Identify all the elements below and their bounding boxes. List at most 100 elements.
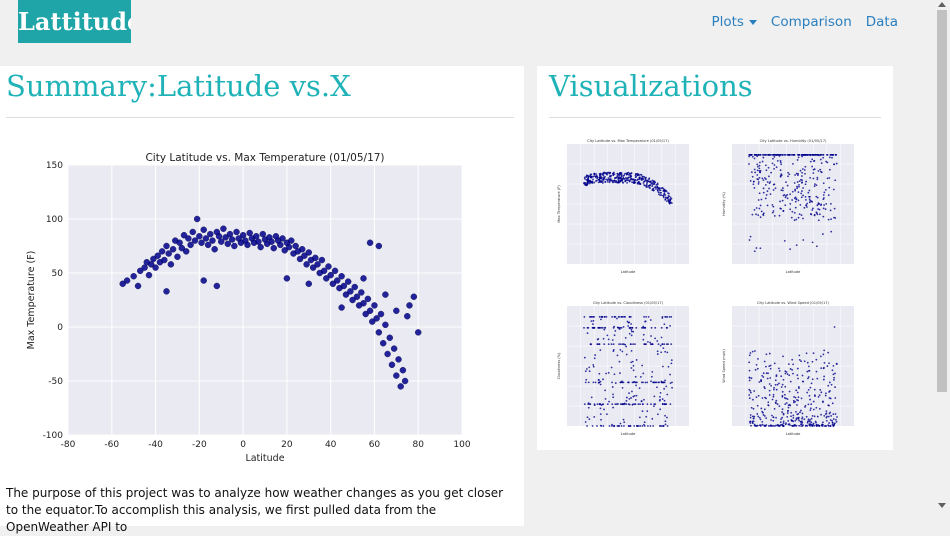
thumb-point [663, 343, 666, 346]
data-point [375, 242, 383, 250]
thumb-point [773, 386, 775, 389]
thumb-point [753, 157, 756, 160]
thumb-point [795, 218, 798, 221]
thumb-point [777, 154, 779, 156]
thumb-point [649, 341, 652, 344]
thumb-point [758, 192, 761, 195]
thumb-point [656, 413, 659, 416]
data-point [191, 237, 199, 244]
thumb-point [597, 379, 600, 381]
data-point [344, 278, 352, 285]
thumb-point [670, 362, 673, 365]
data-point [204, 241, 212, 249]
thumb-point [765, 424, 768, 426]
thumb-point [635, 394, 638, 397]
thumb-point [822, 400, 824, 403]
thumb-point [632, 330, 635, 333]
data-point [390, 345, 398, 352]
thumb-point [658, 189, 661, 192]
thumb-point [664, 403, 666, 406]
nav-data-link[interactable]: Data [865, 14, 898, 30]
vertical-scrollbar[interactable] [934, 0, 950, 511]
thumb-point [628, 332, 631, 335]
thumb-point [753, 423, 756, 426]
thumb-point [787, 406, 790, 409]
thumb-point [662, 425, 665, 427]
y-tick-label: -50 [48, 377, 63, 387]
brand-logo[interactable]: Lattitude [18, 0, 131, 43]
scroll-down-icon[interactable] [938, 503, 946, 508]
thumb-point [835, 420, 838, 423]
thumb-point [612, 343, 615, 346]
nav-plots-dropdown[interactable]: Plots [711, 14, 757, 30]
thumbnail-windspeed[interactable]: City Latitude vs. Wind Speed (01/05/17) L… [720, 298, 860, 440]
thumb-point [774, 154, 777, 156]
thumb-point [807, 388, 810, 391]
thumb-point [757, 165, 759, 168]
x-tick-label: -80 [61, 440, 76, 450]
thumb-point [789, 248, 792, 250]
thumb-point [660, 326, 663, 329]
thumb-point [594, 175, 597, 178]
thumb-point [796, 399, 798, 401]
scroll-up-icon[interactable] [938, 2, 946, 7]
thumb-point [761, 374, 764, 377]
thumb-point [661, 317, 664, 319]
thumb-point [773, 164, 776, 166]
thumb-point [621, 178, 624, 180]
thumb-point [663, 387, 666, 390]
thumb-point [796, 185, 799, 188]
thumb-point [827, 415, 830, 418]
thumb-point [824, 413, 827, 416]
thumb-point [816, 377, 819, 380]
thumb-point [626, 320, 629, 323]
data-point [358, 289, 365, 296]
thumb-point [590, 343, 592, 346]
thumb-point [813, 154, 816, 156]
thumb-point [809, 160, 812, 163]
thumb-point [638, 174, 641, 177]
thumb-point [661, 343, 664, 346]
thumb-point [795, 410, 797, 413]
thumb-point [668, 200, 671, 203]
chart-title: City Latitude vs. Max Temperature (01/05… [145, 152, 384, 164]
data-point [222, 234, 229, 241]
data-point [200, 277, 207, 284]
data-point [163, 242, 170, 250]
nav-comparison-link[interactable]: Comparison [770, 14, 852, 30]
thumb-point [826, 177, 829, 180]
thumb-point [664, 420, 667, 423]
thumb-point [794, 196, 797, 199]
thumb-point [772, 395, 775, 398]
thumbnail-temperature[interactable]: City Latitude vs. Max Temperature (01/05… [555, 136, 695, 278]
thumb-point [778, 382, 780, 385]
thumb-point [773, 167, 775, 170]
thumb-point [787, 404, 790, 407]
thumbnail-cloudiness[interactable]: City Latitude vs. Cloudiness (01/05/17) L… [555, 298, 695, 440]
thumb-point [781, 425, 784, 427]
thumb-y-label: Humidity (%) [722, 192, 726, 216]
thumb-point [766, 190, 769, 193]
thumb-point [760, 198, 763, 201]
data-point [213, 282, 221, 290]
thumb-point [771, 203, 774, 206]
thumb-point [662, 194, 665, 197]
thumb-point [659, 344, 662, 347]
thumb-point [813, 415, 816, 418]
thumb-point [828, 168, 831, 171]
thumb-point [766, 204, 769, 207]
thumb-point [641, 364, 644, 367]
visualizations-panel: Visualizations City Latitude vs. Max Tem… [537, 66, 893, 450]
thumb-point [813, 213, 816, 216]
thumb-point [809, 213, 812, 215]
thumb-point [624, 180, 627, 183]
thumb-point [669, 325, 671, 327]
data-point [207, 230, 214, 238]
data-point [288, 237, 295, 244]
thumb-point [825, 160, 828, 163]
thumb-point [789, 368, 792, 370]
thumb-point [646, 181, 649, 184]
scrollbar-thumb[interactable] [937, 10, 947, 392]
thumbnail-humidity[interactable]: City Latitude vs. Humidity (01/05/17) Lat… [720, 136, 860, 278]
thumb-point [791, 210, 794, 213]
